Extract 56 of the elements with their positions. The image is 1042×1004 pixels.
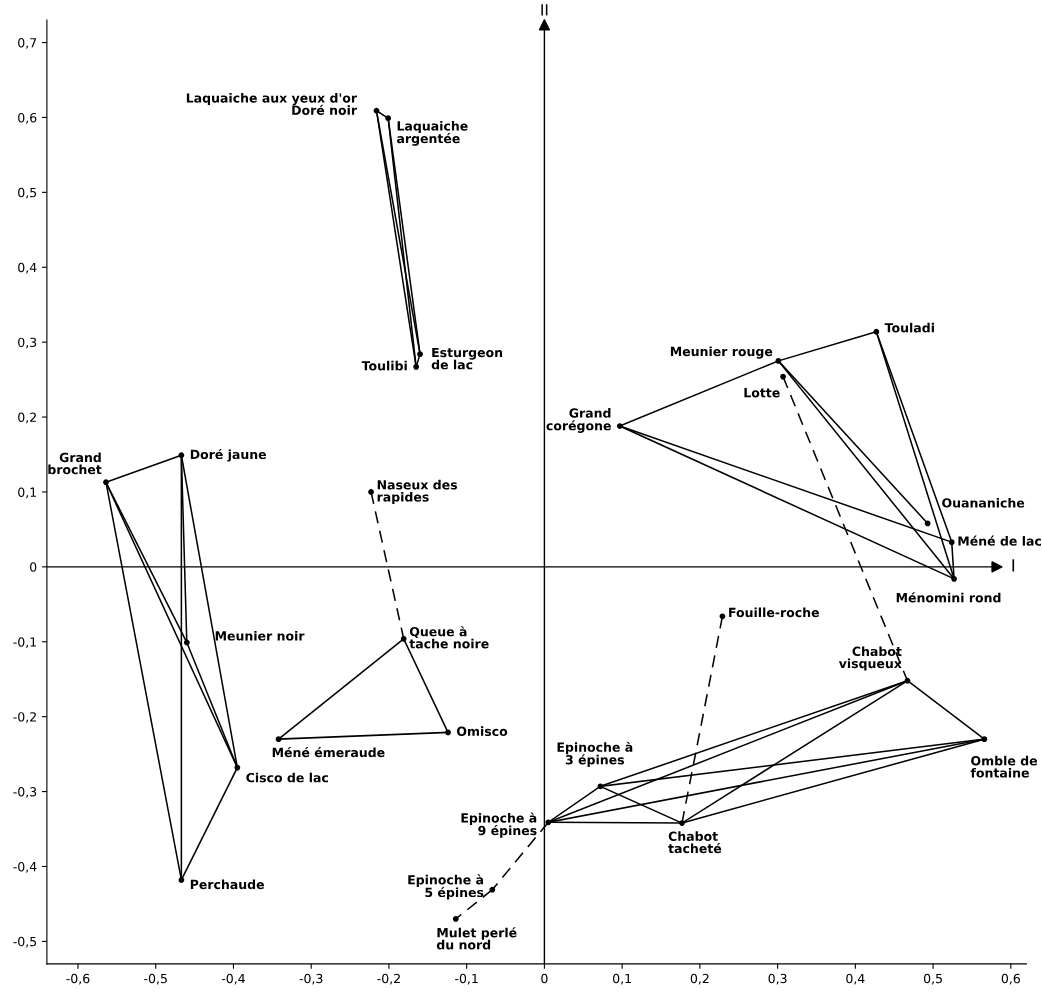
annotation: Ménomini rond xyxy=(896,592,1001,603)
annotation: Touladi xyxy=(884,322,934,333)
annotation: Epinoche à 3 épines xyxy=(557,741,633,767)
x-tick-label: -0,6 xyxy=(66,973,90,985)
y-tick-label: 0,7 xyxy=(18,38,37,49)
x-tick-label: 0,1 xyxy=(613,973,631,985)
y-tick-label: -0,5 xyxy=(13,936,37,948)
annotation: Doré jaune xyxy=(190,448,267,462)
annotation: Fouille-roche xyxy=(729,607,819,618)
annotation: Laquaiche argentée xyxy=(397,120,468,146)
annotation: Lotte xyxy=(744,388,780,398)
y-tick-label: 0,6 xyxy=(18,112,37,124)
y-tick-label: 0,4 xyxy=(18,262,37,274)
x-tick-label: -0,2 xyxy=(377,973,400,985)
annotation: Chabot tacheté xyxy=(668,831,722,854)
annotation: Meunier noir xyxy=(215,630,305,641)
x-tick-label: -0,5 xyxy=(144,973,167,985)
annotation: Cisco de lac xyxy=(246,772,328,783)
x-tick-label: -0,1 xyxy=(455,973,478,985)
y-tick-label: -0,1 xyxy=(13,637,37,648)
annotation: Toulibi xyxy=(361,360,407,371)
annotation: Omble de fontaine xyxy=(970,755,1038,778)
ref-line-label: II xyxy=(541,4,548,16)
annotation: Mulet perlé du nord xyxy=(436,927,517,950)
y-tick-label: 0,2 xyxy=(18,412,36,424)
annotation: Chabot visqueux xyxy=(838,646,902,671)
annotation: Epinoche à 9 épines xyxy=(461,812,537,838)
y-tick-label: -0,2 xyxy=(13,712,36,723)
annotation: Meunier rouge xyxy=(670,346,773,359)
ref-line-label: I xyxy=(1012,559,1015,572)
x-tick-label: 0,4 xyxy=(846,973,865,985)
annotation: Esturgeon de lac xyxy=(431,347,503,370)
y-tick-label: 0,5 xyxy=(18,187,37,199)
y-tick-label: 0,3 xyxy=(18,337,37,349)
y-tick-label: 0 xyxy=(30,562,37,572)
annotation: Méné de lac xyxy=(958,535,1042,546)
x-tick-label: 0,2 xyxy=(690,973,709,985)
x-tick-label: -0,3 xyxy=(299,973,323,985)
annotation: Omisco xyxy=(456,726,508,737)
annotation: Grand brochet xyxy=(48,452,102,475)
annotation: Grand corégone xyxy=(546,408,611,433)
x-tick-label: 0 xyxy=(541,973,548,984)
x-tick-label: 0,3 xyxy=(768,973,787,985)
y-tick-label: -0,3 xyxy=(13,787,37,798)
annotation: Perchaude xyxy=(190,879,264,890)
annotation: Méné émeraude xyxy=(272,746,385,758)
annotation: Queue à tache noire xyxy=(409,626,489,649)
y-tick-label: -0,4 xyxy=(13,861,37,873)
annotation: Naseux des rapides xyxy=(377,479,458,505)
x-tick-label: 0,6 xyxy=(1001,973,1020,985)
x-tick-label: -0,4 xyxy=(221,973,245,985)
annotation: Ouananiche xyxy=(942,497,1025,508)
annotation: Laquaiche aux yeux d'or Doré noir xyxy=(186,93,358,115)
annotation: Epinoche à 5 épines xyxy=(408,874,484,900)
x-tick-label: 0,5 xyxy=(923,973,942,985)
y-tick-label: 0,1 xyxy=(18,487,37,499)
